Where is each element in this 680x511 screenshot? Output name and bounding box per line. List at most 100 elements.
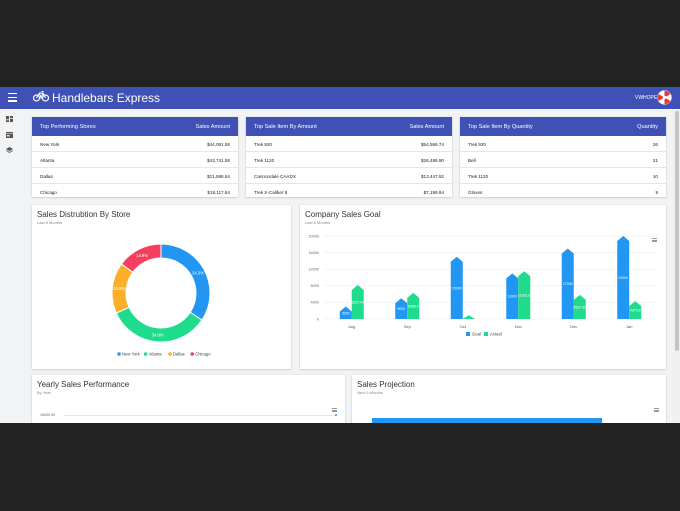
bar-data-label: 8207.04 — [351, 300, 364, 304]
table-row[interactable]: Trek 1120 $26,489.90 — [246, 152, 452, 168]
table-row[interactable]: Trek 920 $54,599.74 — [246, 136, 452, 152]
cell-value: 26 — [652, 142, 658, 147]
bar — [395, 298, 408, 319]
cell-name: Gloves — [468, 190, 483, 195]
sales-distribution-card: Sales Distrubtion By Store Last 6 Months… — [32, 205, 291, 369]
scrollbar-thumb[interactable] — [674, 111, 679, 351]
table-header: Top Sale Item By Quantity Quantity — [460, 117, 666, 136]
cell-name: Cannondale CAADX — [254, 174, 296, 179]
stores-table-card: Top Performing Stores Sales Amount New Y… — [32, 117, 238, 197]
legend-marker — [117, 352, 121, 356]
card-title: Sales Distrubtion By Store — [37, 210, 131, 219]
bicycle-icon — [33, 90, 49, 102]
brand-logo-icon[interactable] — [657, 90, 672, 105]
x-tick-label: Sep — [404, 324, 412, 329]
table-header: Top Sale Item By Amount Sales Amount — [246, 117, 452, 136]
cell-value: 10 — [652, 174, 658, 179]
user-name[interactable]: VWHOPE — [635, 95, 658, 101]
cell-name: Dallas — [40, 174, 53, 179]
cell-name: Chicago — [40, 190, 57, 195]
bar-data-label: 17000 — [563, 282, 573, 286]
app-bar: Handlebars Express VWHOPE — [0, 87, 680, 109]
donut-slice — [160, 243, 211, 321]
y-tick-label: 8000 — [311, 284, 319, 288]
cell-value: $44,091.58 — [207, 142, 230, 147]
column-header[interactable]: Top Sale Item By Amount — [254, 124, 317, 130]
table-row[interactable]: Gloves 9 — [460, 184, 666, 200]
scrollbar[interactable] — [673, 109, 680, 423]
card-title: Sales Projection — [357, 380, 415, 389]
company-sales-goal-card: Company Sales Goal Last 6 Months 0 4000 80… — [300, 205, 666, 369]
cell-name: Bell — [468, 158, 476, 163]
column-header[interactable]: Top Performing Stores — [40, 124, 96, 130]
table-row[interactable]: Trek 1120 10 — [460, 168, 666, 184]
table-row[interactable]: Chicago $19,117.64 — [32, 184, 238, 200]
bar — [450, 256, 463, 319]
column-header[interactable]: Quantity — [637, 124, 658, 130]
table-row[interactable]: Atlanta $43,741.58 — [32, 152, 238, 168]
bar — [561, 248, 574, 319]
bar-data-label: 15000 — [452, 286, 462, 290]
bar — [339, 306, 352, 319]
legend-marker — [190, 352, 194, 356]
table-row[interactable]: Trek X-Caliber 8 $7,199.94 — [246, 184, 452, 200]
bar-data-label: 4373.9 — [630, 309, 641, 313]
sales-projection-card: Sales Projection Next 6 Months — [352, 375, 666, 423]
side-nav — [0, 109, 20, 423]
y-tick-label: 4000 — [311, 301, 319, 305]
legend-label: Chicago — [195, 352, 211, 357]
bar — [573, 294, 586, 319]
legend-label: New York — [122, 352, 141, 357]
chart-menu-icon[interactable] — [654, 408, 659, 412]
layers-icon[interactable] — [6, 147, 13, 153]
column-header[interactable]: Sales Amount — [409, 124, 444, 130]
table-row[interactable]: Cannondale CAADX $13,447.92 — [246, 168, 452, 184]
bar-data-label: 11000 — [508, 295, 518, 299]
cell-name: New York — [40, 142, 60, 147]
bar — [506, 273, 519, 319]
cell-value: 21 — [652, 158, 658, 163]
x-tick-label: Nov — [515, 324, 522, 329]
table-header: Top Performing Stores Sales Amount — [32, 117, 238, 136]
cell-value: $21,586.64 — [207, 174, 230, 179]
column-header[interactable]: Top Sale Item By Quantity — [468, 124, 533, 130]
cell-name: Trek X-Caliber 8 — [254, 190, 288, 195]
legend-label: Dallas — [173, 352, 185, 357]
dashboard-icon[interactable] — [6, 116, 13, 122]
table-row[interactable]: Trek 920 26 — [460, 136, 666, 152]
legend-label: Atlanta — [149, 352, 163, 357]
legend-label: Actual — [490, 332, 502, 337]
projection-bar — [372, 418, 602, 423]
table-row[interactable]: New York $44,091.58 — [32, 136, 238, 152]
cell-name: Trek 920 — [254, 142, 272, 147]
bar-data-label: 6358.9 — [408, 304, 419, 308]
y-axis-label: 16000.00 — [40, 413, 55, 417]
table-row[interactable]: Bell 21 — [460, 152, 666, 168]
y-tick-label: 20000 — [308, 234, 319, 238]
legend-marker — [143, 352, 148, 356]
bar-data-label: 5000 — [397, 307, 405, 311]
table-row[interactable]: Dallas $21,586.64 — [32, 168, 238, 184]
y-tick-label: 12000 — [308, 268, 319, 272]
chart-menu-icon[interactable] — [332, 408, 337, 412]
cell-value: $19,117.64 — [207, 190, 230, 195]
menu-icon[interactable] — [8, 93, 17, 102]
legend-marker — [466, 332, 470, 336]
donut-slice — [120, 243, 162, 273]
chart-menu-icon[interactable] — [652, 238, 657, 242]
cell-value: $26,489.90 — [421, 158, 444, 163]
slice-label: 34.3% — [192, 271, 204, 276]
cell-value: $54,599.74 — [421, 142, 444, 147]
app-window: Handlebars Express VWHOPE Top Performing… — [0, 87, 680, 423]
store-icon[interactable] — [6, 132, 13, 138]
x-tick-label: Jan — [626, 324, 632, 329]
slice-label: 16.8% — [113, 286, 125, 291]
cell-value: $43,741.58 — [207, 158, 230, 163]
bar — [518, 271, 531, 319]
x-tick-label: Oct — [460, 324, 467, 329]
grid-line — [64, 415, 336, 416]
donut-chart: 34.3% 34.0% 16.8% 14.9% New York Atlanta Dalla… — [111, 243, 211, 357]
card-subtitle: Last 6 Months — [37, 220, 63, 225]
app-title: Handlebars Express — [52, 91, 161, 105]
column-header[interactable]: Sales Amount — [195, 124, 230, 130]
